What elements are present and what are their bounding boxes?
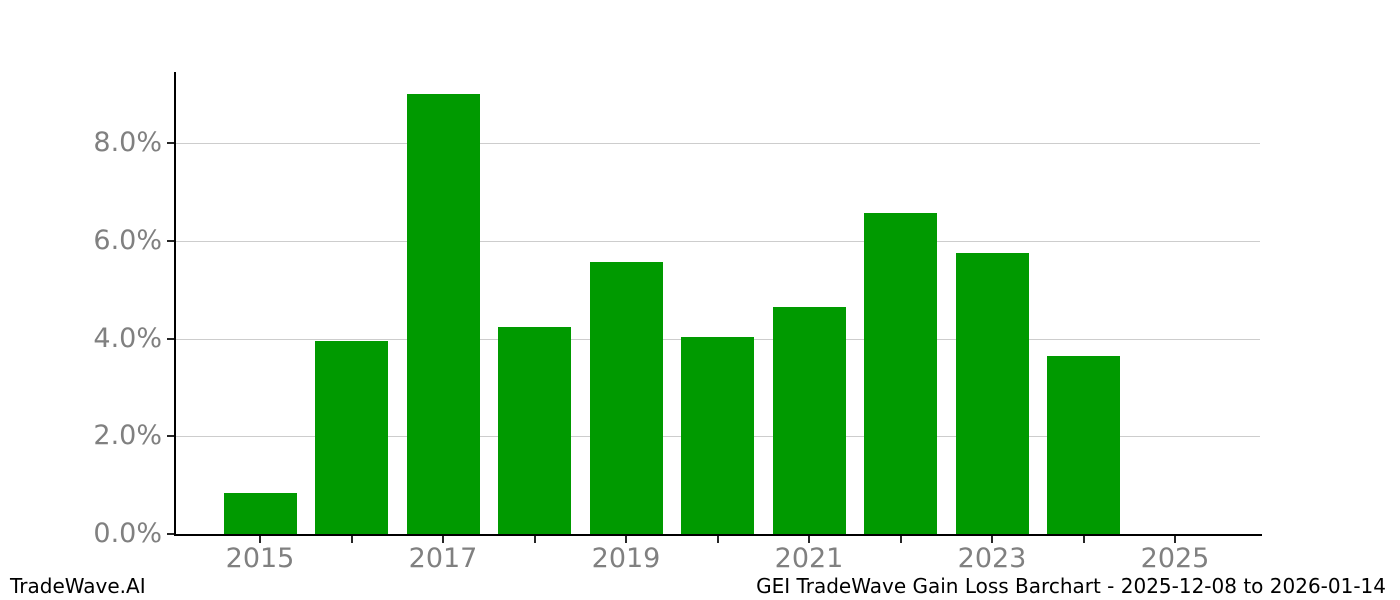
x-tick-mark — [1082, 536, 1085, 543]
x-tick-label: 2017 — [408, 543, 478, 574]
bar-2015 — [223, 492, 297, 534]
x-tick-mark — [1174, 536, 1176, 543]
bar-2022 — [864, 213, 937, 534]
x-tick-mark — [808, 536, 810, 543]
chart-title: GEI TradeWave Gain Loss Barchart - 2025-… — [756, 574, 1386, 598]
y-tick-label: 4.0% — [93, 322, 162, 354]
y-axis-spine — [174, 72, 176, 536]
x-axis-spine — [174, 534, 1262, 536]
y-tick-label: 8.0% — [93, 127, 162, 159]
y-tick-mark — [167, 239, 174, 242]
x-tick-label: 2021 — [774, 543, 844, 574]
y-tick-label: 0.0% — [93, 518, 162, 549]
x-tick-label: 2019 — [591, 543, 661, 574]
x-tick-mark — [259, 536, 261, 543]
x-tick-mark — [899, 536, 902, 543]
bar-2023 — [955, 252, 1029, 534]
y-tick-mark — [167, 435, 174, 438]
bar-2016 — [315, 341, 388, 534]
x-tick-mark — [625, 536, 627, 543]
gridline — [175, 240, 1260, 242]
bar-2017 — [406, 93, 480, 534]
x-tick-mark — [533, 536, 536, 543]
bar-2021 — [772, 306, 846, 534]
x-tick-mark — [716, 536, 719, 543]
y-tick-label: 6.0% — [93, 224, 162, 256]
bar-2024 — [1047, 355, 1120, 534]
x-tick-label: 2015 — [225, 543, 295, 574]
bar-2018 — [498, 326, 571, 534]
bar-2020 — [681, 336, 754, 534]
x-tick-mark — [442, 536, 444, 543]
gridline — [175, 143, 1260, 145]
x-tick-mark — [991, 536, 993, 543]
y-tick-label: 2.0% — [93, 420, 162, 452]
y-tick-mark — [167, 337, 174, 340]
watermark-brand: TradeWave.AI — [10, 574, 146, 598]
y-tick-mark — [167, 142, 174, 145]
bar-2019 — [589, 261, 663, 534]
x-tick-label: 2025 — [1140, 543, 1210, 574]
x-tick-mark — [350, 536, 353, 543]
plot-area — [175, 72, 1260, 534]
y-tick-mark — [167, 533, 174, 535]
x-tick-label: 2023 — [957, 543, 1027, 574]
